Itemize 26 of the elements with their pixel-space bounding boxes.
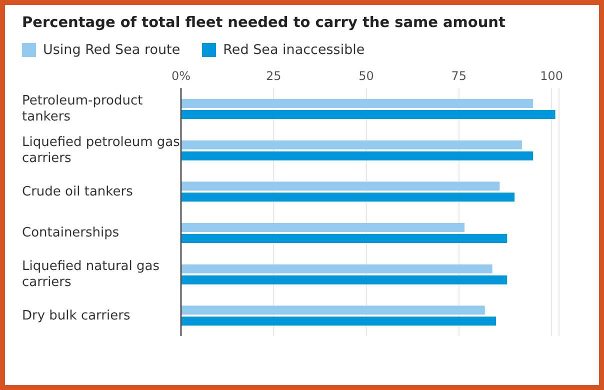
x-tick-label: 100 <box>540 69 564 83</box>
bar <box>181 140 522 150</box>
legend-label: Red Sea inaccessible <box>223 42 365 58</box>
bar <box>181 223 464 232</box>
y-tick-label: Containerships <box>22 225 120 240</box>
x-tick-label: 0% <box>171 69 191 83</box>
y-tick-label: Liquefied natural gas carriers <box>22 258 160 290</box>
bar <box>181 316 496 326</box>
legend-label: Using Red Sea route <box>43 42 180 58</box>
y-tick-label: Dry bulk carriers <box>22 308 130 323</box>
bar <box>181 99 534 108</box>
bar <box>181 275 508 284</box>
bar <box>181 264 492 274</box>
bar <box>181 151 534 160</box>
x-tick-label: 50 <box>358 69 374 83</box>
x-tick-label: 25 <box>266 69 282 83</box>
bar <box>181 234 508 243</box>
bar <box>181 306 485 315</box>
x-tick-label: 75 <box>451 69 467 83</box>
y-tick-label: Crude oil tankers <box>22 184 134 199</box>
y-tick-label: Liquefied petroleum gas carriers <box>22 134 180 166</box>
bar <box>181 182 500 191</box>
chart-title: Percentage of total fleet needed to carry the same amount <box>21 14 506 31</box>
bar <box>181 110 556 119</box>
bar <box>181 192 515 202</box>
y-tick-label: Petroleum-product tankers <box>22 93 143 124</box>
